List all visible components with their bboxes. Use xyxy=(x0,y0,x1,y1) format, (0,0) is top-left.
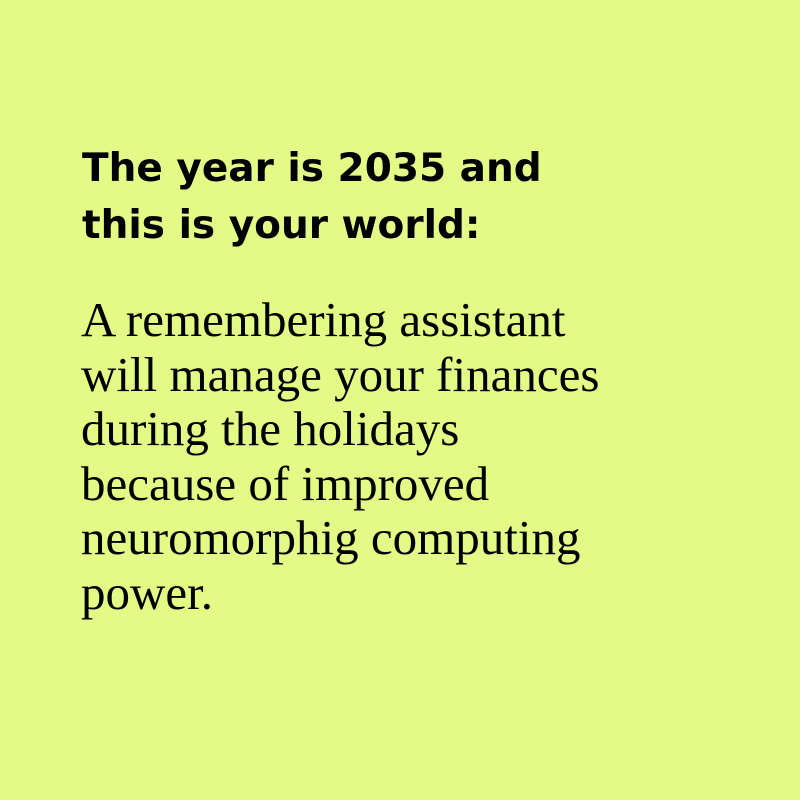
prediction-text: A remembering assistant will manage your… xyxy=(81,292,781,620)
headline: The year is 2035 and this is your world: xyxy=(82,140,762,254)
prediction-line: A remembering assistant xyxy=(81,292,566,347)
prediction-line: because of improved xyxy=(81,455,490,511)
prediction-line: will manage your finances xyxy=(81,346,600,402)
prediction-line: during the holidays xyxy=(81,401,460,456)
headline-line: The year is 2035 and xyxy=(82,146,542,191)
headline-line: this is your world: xyxy=(82,203,481,248)
prediction-line: power. xyxy=(81,564,213,620)
prediction-line: neuromorphig computing xyxy=(81,510,581,565)
